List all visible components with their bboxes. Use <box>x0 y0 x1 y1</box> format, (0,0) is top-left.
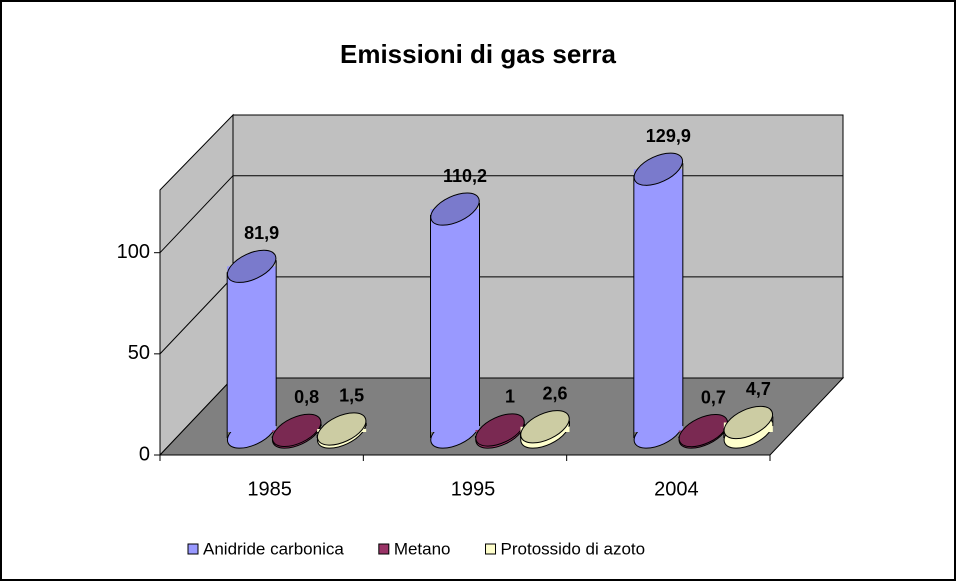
bar <box>633 152 684 449</box>
bar-top <box>475 413 525 447</box>
legend-label: Anidride carbonica <box>203 539 344 558</box>
value-label: 0,7 <box>701 387 726 407</box>
grid-line <box>159 276 234 355</box>
bar <box>316 412 367 449</box>
bar-top <box>430 192 480 226</box>
value-label: 129,9 <box>646 126 691 146</box>
x-tick-label: 2004 <box>654 478 699 500</box>
bar <box>430 192 480 449</box>
bar-top <box>520 410 570 444</box>
bar <box>678 413 729 449</box>
value-label: 1 <box>505 387 515 407</box>
y-tick-label: 50 <box>128 342 150 364</box>
value-label: 110,2 <box>443 166 487 186</box>
bar <box>520 410 570 449</box>
x-tick-label: 1985 <box>247 478 292 500</box>
value-label: 1,5 <box>339 386 364 406</box>
grid-line <box>159 175 234 254</box>
bar-top <box>678 413 729 448</box>
value-label: 4,7 <box>746 379 771 399</box>
legend-label: Protossido di azoto <box>501 539 646 558</box>
value-label: 0,8 <box>294 387 319 407</box>
bar-top <box>723 405 774 440</box>
x-tick-label: 1995 <box>451 478 496 500</box>
back-wall <box>232 114 844 379</box>
legend-swatch <box>378 543 390 555</box>
legend-label: Metano <box>394 539 451 558</box>
bar-top <box>271 413 322 447</box>
bar-top <box>633 152 684 186</box>
bar-body <box>633 169 683 432</box>
legend-swatch <box>485 543 497 555</box>
value-label: 81,9 <box>244 223 279 243</box>
bar-top <box>226 249 277 283</box>
bar <box>226 249 277 449</box>
bar <box>271 413 322 449</box>
bar-top <box>316 412 367 446</box>
bar-body <box>227 266 277 432</box>
bar <box>475 413 525 449</box>
bar <box>723 405 774 449</box>
bar-body <box>430 209 480 432</box>
y-tick-label: 100 <box>117 241 150 263</box>
value-label: 2,6 <box>542 383 567 403</box>
y-tick-label: 0 <box>139 443 150 465</box>
legend-swatch <box>187 543 199 555</box>
chart-title: Emissioni di gas serra <box>340 39 617 69</box>
